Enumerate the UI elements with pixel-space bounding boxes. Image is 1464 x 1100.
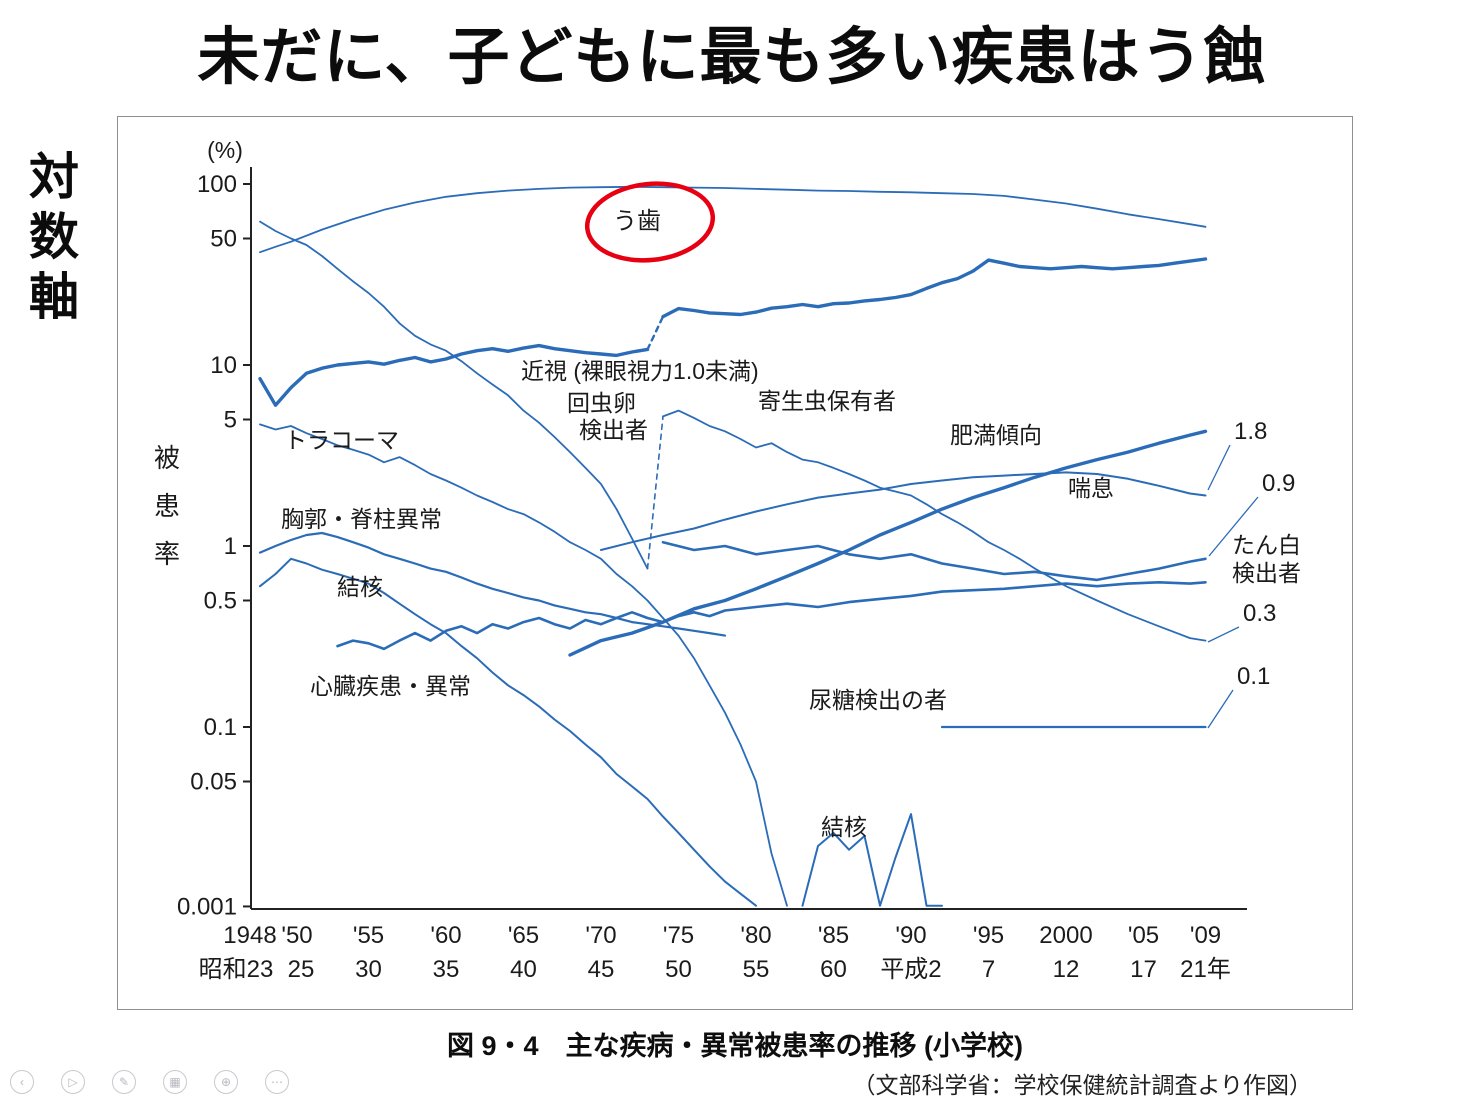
- toolbar-pen-icon[interactable]: ✎: [112, 1070, 136, 1094]
- chart-annotation-14: 検出者: [1232, 560, 1301, 586]
- x-tick-label-year: '80: [740, 922, 771, 949]
- source-credit: （文部科学省：学校保健統計調査より作図）: [852, 1072, 1312, 1098]
- series-obesity-tendency-line: [600, 471, 1207, 551]
- chart-annotation-0: う歯: [613, 208, 661, 235]
- chart-annotation-9: 結核: [337, 574, 383, 600]
- series-myopia-method-change-connector-line: [646, 315, 665, 351]
- x-tick-label-year: 1948: [223, 922, 276, 949]
- x-tick-label-year: '60: [430, 922, 461, 949]
- x-tick-label-era: 40: [510, 956, 537, 983]
- chart-annotation-1: 近視 (裸眼視力1.0未満): [521, 358, 759, 384]
- x-tick-label-era: 55: [743, 956, 770, 983]
- series-chest-spine-abnormality-line: [258, 531, 727, 637]
- x-tick-label-era: 21年: [1180, 956, 1231, 983]
- x-tick-label-year: '95: [973, 922, 1004, 949]
- endpoint-pointer-line-3: [1207, 689, 1234, 729]
- series-parasite-method-change-connector-line: [646, 415, 664, 570]
- x-tick-label-era: 35: [433, 956, 460, 983]
- series-parasite-carrier-line: [662, 409, 1207, 642]
- y-tick-label: 0.5: [204, 587, 237, 614]
- endpoint-pointer-line-2: [1207, 626, 1240, 643]
- x-tick-label-year: '65: [508, 922, 539, 949]
- figure-caption: 図 9・4 主な疾病・異常被患率の推移 (小学校): [446, 1031, 1024, 1061]
- x-tick-label-year: '75: [663, 922, 694, 949]
- y-axis-unit-label: (%): [207, 137, 243, 163]
- y-tick-label: 1: [224, 533, 237, 560]
- y-tick-label: 0.001: [177, 893, 237, 920]
- y-tick-label: 0.1: [204, 714, 237, 741]
- chart-annotation-5: トラコーマ: [284, 427, 399, 453]
- endpoint-value-label-2: 0.3: [1243, 600, 1276, 627]
- y-axis-title-char: 率: [154, 539, 180, 569]
- toolbar-more-icon[interactable]: ⋯: [265, 1070, 289, 1094]
- y-axis-title-char: 被: [154, 443, 180, 473]
- endpoint-value-label-0: 1.8: [1234, 418, 1267, 445]
- y-tick-label: 5: [224, 406, 237, 433]
- series-asthma-line: [568, 429, 1208, 657]
- series-trachoma-line: [259, 423, 788, 907]
- chart-annotation-6: 肥満傾向: [950, 422, 1042, 448]
- x-tick-label-year: '05: [1128, 922, 1159, 949]
- log-axis-note: 対数軸: [22, 150, 78, 330]
- endpoint-pointer-line-0: [1207, 444, 1231, 491]
- chart-annotation-10: 心臓疾患・異常: [310, 673, 471, 699]
- x-tick-label-era: 12: [1053, 956, 1080, 983]
- x-tick-label-era: 50: [665, 956, 692, 983]
- series-myopia-early-line: [258, 343, 650, 407]
- x-tick-label-era: 25: [288, 956, 315, 983]
- line-chart: (%) 100 50 10 5 1 0.5 0.1 0.05 0.001 被患率 1948 昭和23 '5…: [154, 137, 1301, 983]
- x-tick-label-year: '90: [895, 922, 926, 949]
- x-tick-label-era: 17: [1130, 956, 1157, 983]
- x-tick-label-year: '70: [585, 922, 616, 949]
- x-tick-label-year: 2000: [1039, 922, 1092, 949]
- toolbar-prev-icon[interactable]: ‹: [10, 1070, 34, 1094]
- endpoint-value-label-1: 0.9: [1262, 470, 1295, 497]
- viewer-toolbar: ‹ ▷ ✎ ▦ ⊕ ⋯: [10, 1070, 289, 1094]
- chart-annotation-13: たん白: [1232, 532, 1301, 558]
- endpoint-value-label-3: 0.1: [1237, 663, 1270, 690]
- y-tick-label: 0.05: [190, 768, 237, 795]
- chart-annotation-7: 喘息: [1068, 475, 1114, 501]
- figure-box: (%) 100 50 10 5 1 0.5 0.1 0.05 0.001 被患率 1948 昭和23 '5…: [117, 116, 1353, 1010]
- series-tuberculosis-resurgence-line: [801, 813, 943, 907]
- caries-highlight-ellipse: [584, 181, 716, 263]
- series-urine-protein-line: [661, 540, 1207, 582]
- chart-annotation-11: 尿糖検出の者: [809, 687, 947, 713]
- x-tick-label-year: '85: [818, 922, 849, 949]
- x-tick-label-era: 60: [820, 956, 847, 983]
- chart-annotation-2: 回虫卵: [567, 390, 636, 416]
- series-heart-disease-line: [336, 580, 1207, 651]
- toolbar-zoom-icon[interactable]: ⊕: [214, 1070, 238, 1094]
- x-tick-label-year: '50: [281, 922, 312, 949]
- x-tick-label-era: 昭和23: [199, 956, 274, 983]
- slide-title: 未だに、子どもに最も多い疾患はう蝕: [197, 23, 1267, 92]
- chart-annotation-12: 結核: [821, 814, 867, 840]
- series-myopia-late-line: [661, 257, 1208, 319]
- series-caries-line: [259, 185, 1207, 254]
- y-tick-label: 10: [210, 352, 237, 379]
- y-axis-title-char: 患: [154, 491, 180, 521]
- chart-annotation-4: 寄生虫保有者: [758, 388, 896, 414]
- series-tuberculosis-line: [259, 557, 757, 907]
- endpoint-pointer-line-1: [1208, 496, 1259, 557]
- x-tick-label-era: 45: [588, 956, 615, 983]
- toolbar-grid-icon[interactable]: ▦: [163, 1070, 187, 1094]
- x-tick-label-era: 7: [982, 956, 995, 983]
- chart-annotation-8: 胸郭・脊柱異常: [281, 506, 442, 532]
- x-tick-label-era: 30: [355, 956, 382, 983]
- x-tick-label-year: '55: [353, 922, 384, 949]
- y-tick-label: 100: [197, 171, 237, 198]
- x-tick-label-era: 平成2: [880, 956, 941, 983]
- y-tick-label: 50: [210, 225, 237, 252]
- toolbar-play-icon[interactable]: ▷: [61, 1070, 85, 1094]
- chart-annotation-3: 検出者: [579, 417, 648, 443]
- x-tick-label-year: '09: [1190, 922, 1221, 949]
